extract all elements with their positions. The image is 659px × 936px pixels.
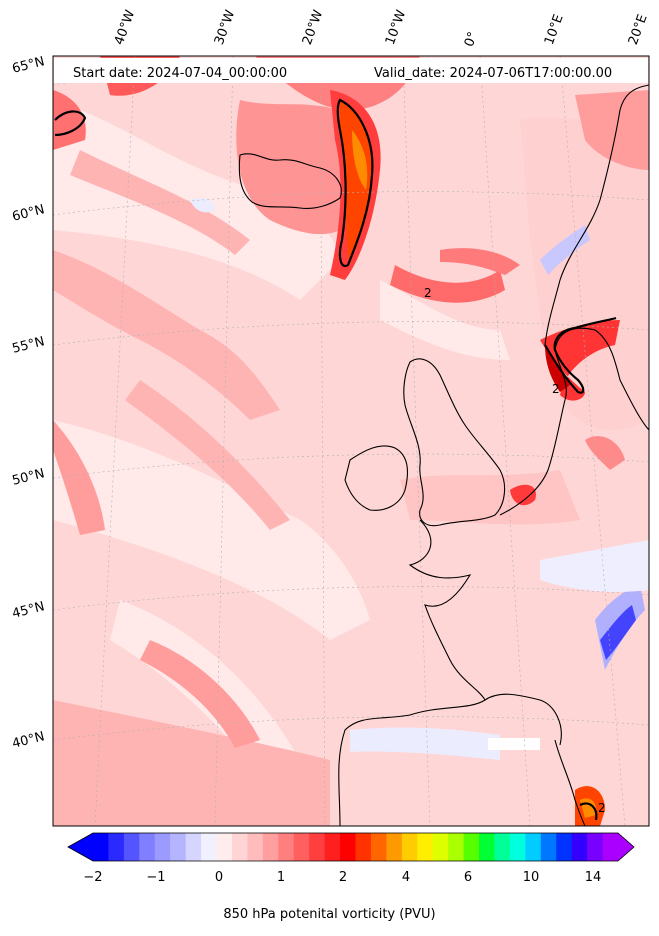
- colorbar-swatch: [231, 833, 248, 861]
- map-frame: [52, 55, 650, 827]
- colorbar-swatch: [386, 833, 403, 861]
- colorbar-swatch: [370, 833, 387, 861]
- colorbar-tick: 14: [584, 870, 602, 885]
- colorbar-title: 850 hPa potenital vorticity (PVU): [223, 907, 436, 922]
- colorbar-swatch: [355, 833, 372, 861]
- header-strip: [54, 58, 648, 83]
- colorbar-swatch: [556, 833, 573, 861]
- colorbar-swatch: [93, 833, 109, 861]
- colorbar-tick: 1: [276, 870, 286, 885]
- colorbar-swatch: [293, 833, 310, 861]
- colorbar-swatch: [278, 833, 295, 861]
- valid-date-text: Valid_date: 2024-07-06T17:00:00.00: [374, 66, 613, 81]
- colorbar-tick: −1: [146, 870, 166, 885]
- colorbar-swatch: [602, 833, 619, 861]
- colorbar-swatch: [463, 833, 480, 861]
- colorbar-swatch: [262, 833, 279, 861]
- colorbar-extend-low: [68, 833, 93, 861]
- colorbar-tick: −2: [83, 870, 103, 885]
- colorbar-tick: 10: [522, 870, 540, 885]
- colorbar-swatch: [587, 833, 604, 861]
- colorbar-swatch: [401, 833, 418, 861]
- colorbar-swatch: [340, 833, 356, 861]
- colorbar-swatch: [139, 833, 156, 861]
- contour-label: 2: [552, 382, 560, 396]
- colorbar-swatch: [509, 833, 526, 861]
- colorbar-swatch: [571, 833, 588, 861]
- colorbar-swatch: [108, 833, 125, 861]
- colorbar-swatch: [170, 833, 187, 861]
- colorbar-swatch: [479, 833, 495, 861]
- colorbar-tick: 2: [338, 870, 348, 885]
- colorbar-swatch: [247, 833, 264, 861]
- colorbar-swatch: [185, 833, 202, 861]
- contour-label: 2: [598, 801, 606, 815]
- colorbar-swatch: [540, 833, 557, 861]
- colorbar-swatch: [216, 833, 233, 861]
- colorbar: [67, 832, 635, 862]
- colorbar-tick: 0: [214, 870, 224, 885]
- colorbar-swatch: [448, 833, 465, 861]
- colorbar-swatch: [494, 833, 511, 861]
- colorbar-swatch: [432, 833, 449, 861]
- colorbar-swatch: [123, 833, 140, 861]
- colorbar-swatch: [525, 833, 542, 861]
- colorbar-outline: [67, 832, 635, 862]
- colorbar-swatch: [154, 833, 171, 861]
- colorbar-extend-high: [618, 833, 634, 861]
- contour-label: 2: [424, 286, 432, 300]
- colorbar-tick: 6: [463, 870, 473, 885]
- pv-field: [53, 56, 649, 826]
- colorbar-swatch: [309, 833, 326, 861]
- start-date-text: Start date: 2024-07-04_00:00:00: [73, 66, 288, 81]
- colorbar-swatch: [201, 833, 218, 861]
- colorbar-tick: 4: [401, 870, 411, 885]
- colorbar-swatch: [324, 833, 341, 861]
- colorbar-swatch: [417, 833, 434, 861]
